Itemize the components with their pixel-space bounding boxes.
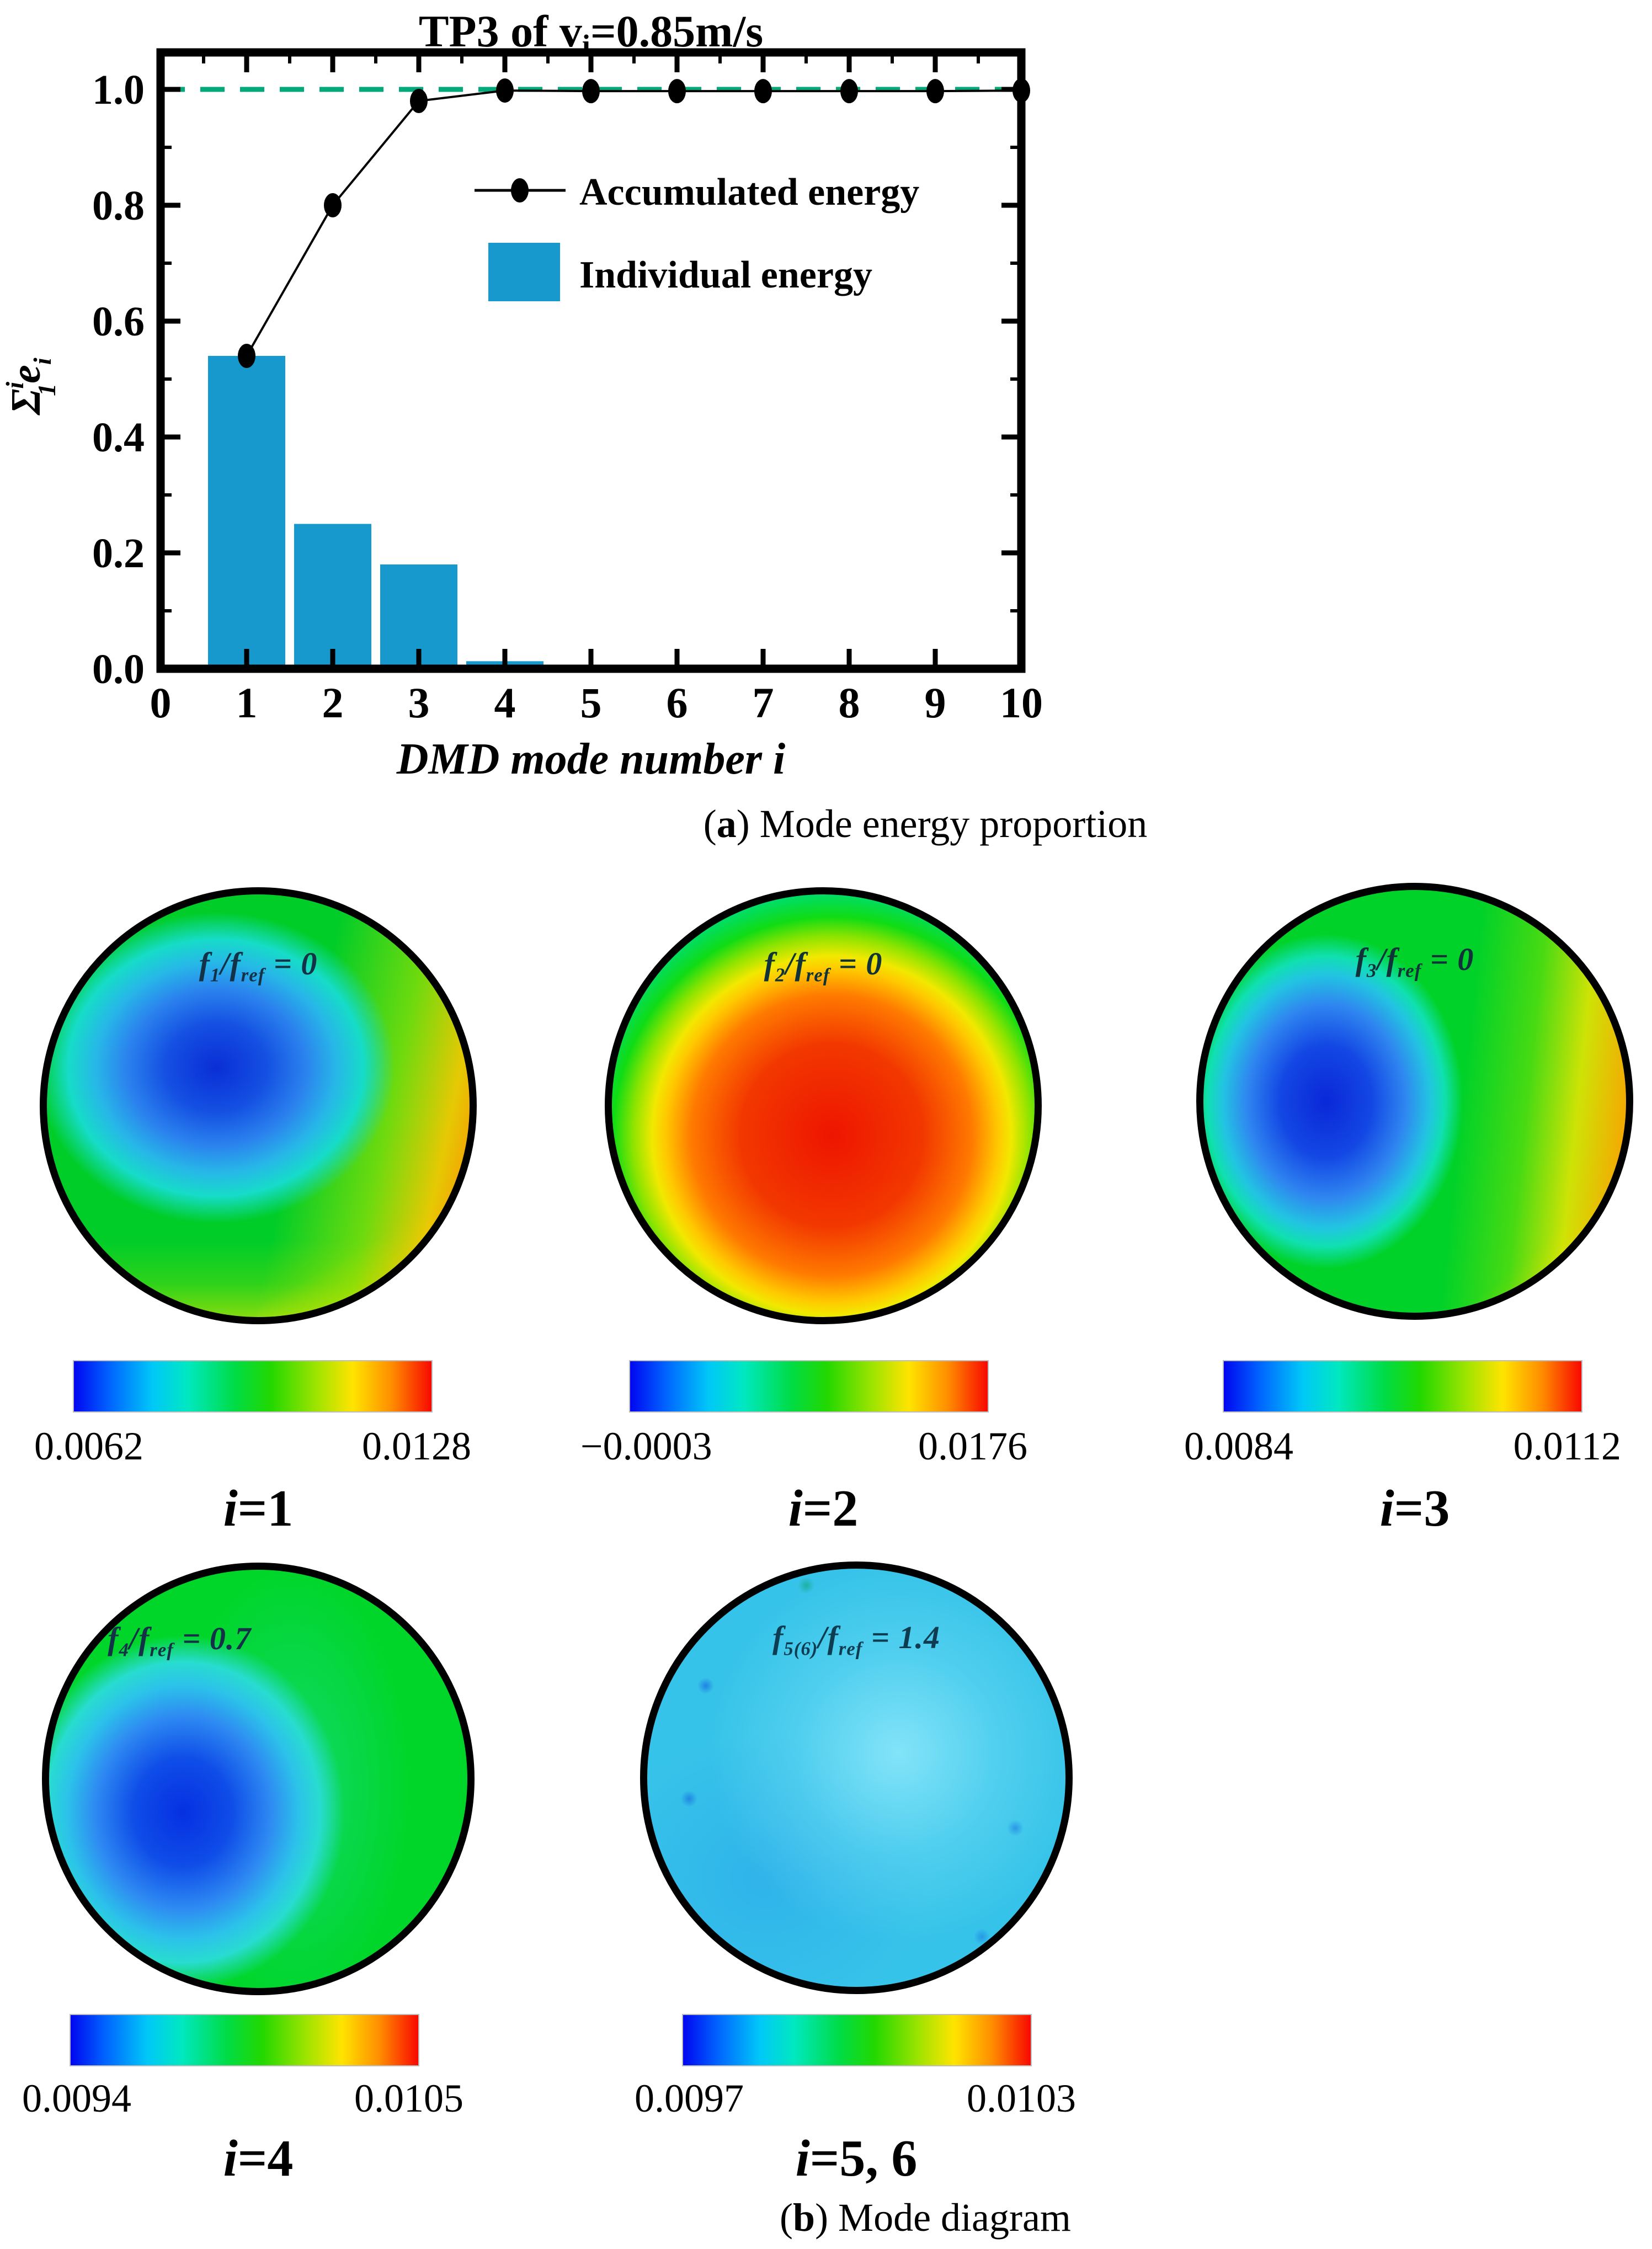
colorbar-i3 bbox=[1223, 1360, 1582, 1413]
x-tick-label: 10 bbox=[1000, 679, 1043, 727]
x-axis-label: DMD mode number i bbox=[396, 735, 786, 784]
mode-index-label-i5-6: i=5, 6 bbox=[795, 2130, 918, 2187]
colorbar-max-i5-6: 0.0103 bbox=[967, 2076, 1076, 2120]
caption-panel-a: (a) Mode energy proportion bbox=[703, 802, 1148, 846]
colorbar-i1 bbox=[73, 1360, 433, 1413]
mode-diagram-i4: f4/fref = 0.7 bbox=[42, 1563, 475, 1995]
bars-individual-energy bbox=[208, 356, 543, 669]
accumulated-energy-marker bbox=[754, 79, 772, 104]
colorbar-range-i3: 0.0084 0.0112 bbox=[1184, 1424, 1621, 1469]
colorbar-min-i4: 0.0094 bbox=[22, 2076, 131, 2120]
mode-frequency-label-i4: f4/fref = 0.7 bbox=[108, 1620, 252, 1661]
accumulated-energy-marker bbox=[668, 79, 686, 104]
y-tick-label: 0.2 bbox=[92, 530, 145, 577]
colorbar-max-i3: 0.0112 bbox=[1513, 1424, 1621, 1468]
accumulated-energy-marker bbox=[496, 78, 514, 103]
plot-frame bbox=[156, 48, 1026, 673]
colorbar-min-i3: 0.0084 bbox=[1184, 1424, 1293, 1468]
accumulated-energy-series bbox=[161, 78, 1030, 368]
colorbar-range-i1: 0.0062 0.0128 bbox=[34, 1424, 471, 1469]
mode-frequency-label-i2: f2/fref = 0 bbox=[764, 945, 883, 986]
legend-marker-icon bbox=[511, 178, 529, 202]
mode-diagram-i2: f2/fref = 0 bbox=[605, 887, 1042, 1324]
axis-ticks bbox=[158, 52, 1024, 671]
accumulated-energy-marker bbox=[410, 89, 428, 113]
mode-diagram-i3: f3/fref = 0 bbox=[1196, 883, 1633, 1320]
colorbar-min-i2: −0.0003 bbox=[580, 1424, 712, 1468]
y-tick-label: 0.4 bbox=[92, 414, 145, 461]
bar-individual-energy bbox=[294, 524, 371, 669]
colorbar-min-i1: 0.0062 bbox=[34, 1424, 143, 1468]
mode-frequency-label-i3: f3/fref = 0 bbox=[1355, 941, 1474, 982]
y-tick-label: 0.8 bbox=[92, 183, 145, 229]
colorbar-range-i4: 0.0094 0.0105 bbox=[22, 2076, 463, 2122]
colorbar-min-i5-6: 0.0097 bbox=[635, 2076, 744, 2120]
x-tick-label: 3 bbox=[408, 679, 430, 727]
colorbar-i4 bbox=[70, 2014, 419, 2066]
x-tick-label: 1 bbox=[236, 679, 258, 727]
accumulated-energy-marker bbox=[840, 79, 858, 104]
caption-panel-b: (b) Mode diagram bbox=[780, 2195, 1071, 2240]
accumulated-energy-marker bbox=[582, 79, 600, 104]
accumulated-energy-marker bbox=[238, 344, 255, 368]
legend: Accumulated energy Individual energy bbox=[475, 171, 919, 301]
colorbar-range-i5-6: 0.0097 0.0103 bbox=[635, 2076, 1076, 2122]
accumulated-energy-marker bbox=[324, 193, 342, 217]
colorbar-range-i2: −0.0003 0.0176 bbox=[580, 1424, 1027, 1469]
mode-index-label-i1: i=1 bbox=[223, 1480, 294, 1537]
legend-label-individual: Individual energy bbox=[579, 254, 872, 296]
x-tick-label: 6 bbox=[667, 679, 688, 727]
colorbar-max-i1: 0.0128 bbox=[362, 1424, 471, 1468]
accumulated-energy-marker bbox=[926, 79, 944, 104]
x-tick-label: 2 bbox=[322, 679, 344, 727]
x-tick-label: 9 bbox=[925, 679, 946, 727]
mode-frequency-label-i1: f1/fref = 0 bbox=[199, 945, 318, 986]
legend-label-accumulated: Accumulated energy bbox=[579, 171, 919, 214]
bar-individual-energy bbox=[208, 356, 285, 669]
y-tick-label: 1.0 bbox=[92, 67, 145, 113]
colorbar-i5-6 bbox=[682, 2014, 1032, 2066]
mode-diagram-i1: f1/fref = 0 bbox=[40, 887, 477, 1324]
accumulated-energy-line bbox=[246, 89, 1022, 356]
x-tick-label: 5 bbox=[580, 679, 602, 727]
x-tick-label: 0 bbox=[150, 679, 172, 727]
mode-index-label-i2: i=2 bbox=[788, 1480, 859, 1537]
chart-title: TP3 of vi=0.85m/s bbox=[419, 6, 763, 62]
colorbar-max-i4: 0.0105 bbox=[354, 2076, 463, 2120]
mode-index-label-i4: i=4 bbox=[223, 2130, 294, 2187]
x-tick-label: 7 bbox=[753, 679, 774, 727]
colorbar-max-i2: 0.0176 bbox=[918, 1424, 1027, 1468]
colorbar-i2 bbox=[629, 1360, 989, 1413]
mode-frequency-label-i5-6: f5(6)/fref = 1.4 bbox=[772, 1619, 940, 1660]
y-tick-label: 0.6 bbox=[92, 299, 145, 345]
x-tick-label: 4 bbox=[494, 679, 516, 727]
y-tick-label: 0.0 bbox=[92, 646, 145, 692]
x-tick-label: 8 bbox=[839, 679, 860, 727]
mode-index-label-i3: i=3 bbox=[1379, 1480, 1450, 1537]
y-axis-label: Σi1ei bbox=[6, 358, 61, 416]
axis-tick-labels: 0.0 0.2 0.4 0.6 0.8 1.0 0 1 2 3 4 5 6 7 8 9 10 bbox=[92, 67, 1043, 727]
legend-bar-swatch bbox=[488, 243, 560, 301]
energy-proportion-chart: TP3 of vi=0.85m/s 0.0 0.2 0.4 0.6 0.8 1.0 0 1 2 3… bbox=[6, 6, 1043, 784]
mode-diagram-i5-6: f5(6)/fref = 1.4 bbox=[640, 1561, 1073, 1994]
